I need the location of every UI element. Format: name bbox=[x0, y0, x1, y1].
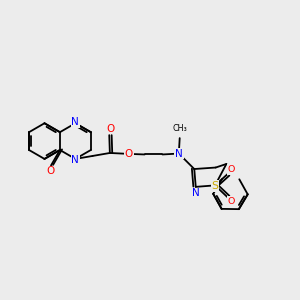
Text: N: N bbox=[71, 154, 79, 164]
Text: O: O bbox=[227, 197, 235, 206]
Text: O: O bbox=[125, 149, 133, 159]
Text: S: S bbox=[212, 181, 219, 191]
Text: O: O bbox=[106, 124, 115, 134]
Text: N: N bbox=[175, 148, 183, 159]
Text: O: O bbox=[227, 165, 235, 174]
Text: N: N bbox=[192, 188, 199, 198]
Text: CH₃: CH₃ bbox=[173, 124, 188, 133]
Text: O: O bbox=[46, 167, 55, 176]
Text: N: N bbox=[71, 117, 79, 128]
